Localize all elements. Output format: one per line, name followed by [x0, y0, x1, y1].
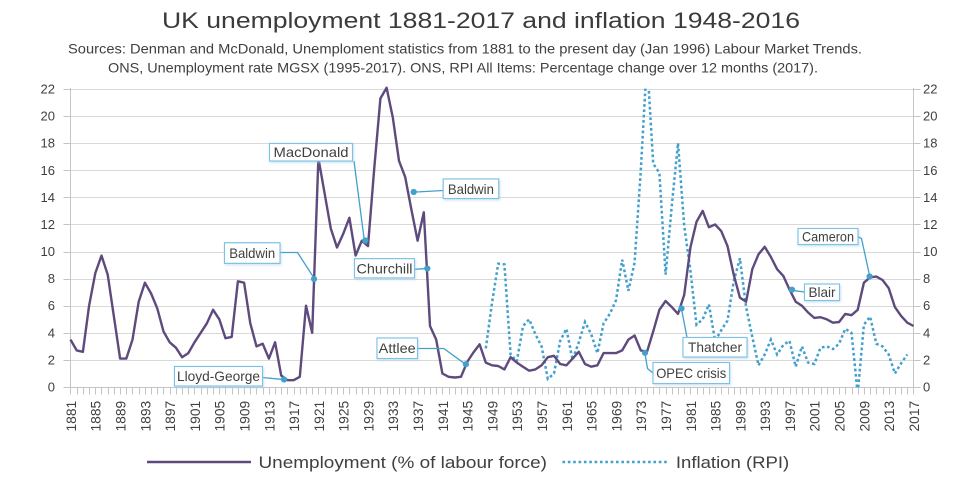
- svg-text:1901: 1901: [188, 401, 203, 432]
- svg-text:1909: 1909: [238, 400, 253, 431]
- svg-text:1977: 1977: [659, 401, 674, 432]
- svg-text:Lloyd-George: Lloyd-George: [177, 368, 260, 384]
- svg-text:2: 2: [923, 352, 930, 367]
- svg-text:1969: 1969: [609, 400, 624, 431]
- svg-text:1897: 1897: [163, 401, 178, 432]
- svg-text:1965: 1965: [585, 400, 600, 431]
- svg-text:8: 8: [48, 271, 55, 286]
- svg-text:1945: 1945: [461, 400, 476, 431]
- svg-text:Sources: Denman and McDonald,: Sources: Denman and McDonald, Unemplomen…: [68, 41, 862, 57]
- svg-text:16: 16: [923, 163, 937, 178]
- svg-text:1937: 1937: [411, 401, 426, 432]
- svg-text:20: 20: [41, 109, 55, 124]
- svg-text:10: 10: [41, 244, 55, 259]
- svg-text:Thatcher: Thatcher: [688, 339, 742, 355]
- svg-text:14: 14: [923, 190, 937, 205]
- svg-text:Inflation (RPI): Inflation (RPI): [676, 453, 789, 472]
- svg-text:2013: 2013: [882, 400, 897, 431]
- svg-text:1957: 1957: [535, 401, 550, 432]
- svg-text:MacDonald: MacDonald: [274, 144, 349, 160]
- svg-text:1941: 1941: [436, 401, 451, 432]
- svg-text:1989: 1989: [733, 400, 748, 431]
- svg-text:6: 6: [923, 298, 930, 313]
- svg-text:1981: 1981: [684, 401, 699, 432]
- svg-text:Baldwin: Baldwin: [229, 245, 275, 261]
- svg-text:0: 0: [923, 380, 930, 395]
- svg-text:16: 16: [41, 163, 55, 178]
- svg-text:Blair: Blair: [809, 284, 836, 300]
- svg-text:Attlee: Attlee: [379, 340, 416, 356]
- svg-text:1973: 1973: [634, 400, 649, 431]
- svg-text:1961: 1961: [560, 401, 575, 432]
- svg-text:6: 6: [48, 298, 55, 313]
- svg-text:1889: 1889: [114, 400, 129, 431]
- svg-text:4: 4: [48, 325, 55, 340]
- svg-text:12: 12: [923, 217, 937, 232]
- svg-text:14: 14: [41, 190, 55, 205]
- svg-text:1949: 1949: [485, 400, 500, 431]
- svg-text:2009: 2009: [857, 400, 872, 431]
- svg-text:1917: 1917: [287, 401, 302, 432]
- svg-text:1921: 1921: [312, 401, 327, 432]
- svg-text:18: 18: [923, 136, 937, 151]
- svg-text:1929: 1929: [361, 400, 376, 431]
- svg-text:Unemployment (% of labour forc: Unemployment (% of labour force): [259, 453, 548, 472]
- svg-text:18: 18: [41, 136, 55, 151]
- svg-text:1905: 1905: [213, 400, 228, 431]
- svg-text:Cameron: Cameron: [802, 229, 854, 245]
- svg-text:1925: 1925: [337, 400, 352, 431]
- svg-text:4: 4: [923, 325, 930, 340]
- svg-text:UK unemployment 1881-2017 and: UK unemployment 1881-2017 and inflation …: [162, 8, 800, 33]
- svg-text:12: 12: [41, 217, 55, 232]
- svg-text:1881: 1881: [64, 401, 79, 432]
- svg-text:Baldwin: Baldwin: [448, 181, 494, 197]
- svg-text:ONS, Unemployment rate MGSX (1: ONS, Unemployment rate MGSX (1995-2017).…: [108, 60, 818, 76]
- svg-text:1913: 1913: [262, 400, 277, 431]
- svg-text:22: 22: [923, 82, 937, 97]
- svg-text:1985: 1985: [709, 400, 724, 431]
- svg-text:2: 2: [48, 352, 55, 367]
- svg-text:OPEC crisis: OPEC crisis: [656, 365, 726, 381]
- svg-text:1933: 1933: [386, 400, 401, 431]
- svg-text:1997: 1997: [783, 401, 798, 432]
- svg-text:Churchill: Churchill: [357, 260, 413, 276]
- svg-text:0: 0: [48, 380, 55, 395]
- svg-text:1993: 1993: [758, 400, 773, 431]
- svg-text:2005: 2005: [833, 400, 848, 431]
- svg-text:2017: 2017: [907, 401, 922, 432]
- svg-text:8: 8: [923, 271, 930, 286]
- svg-text:1893: 1893: [138, 400, 153, 431]
- svg-text:2001: 2001: [808, 401, 823, 432]
- svg-text:1953: 1953: [510, 400, 525, 431]
- svg-text:10: 10: [923, 244, 937, 259]
- svg-text:22: 22: [41, 82, 55, 97]
- svg-text:20: 20: [923, 109, 937, 124]
- svg-text:1885: 1885: [89, 400, 104, 431]
